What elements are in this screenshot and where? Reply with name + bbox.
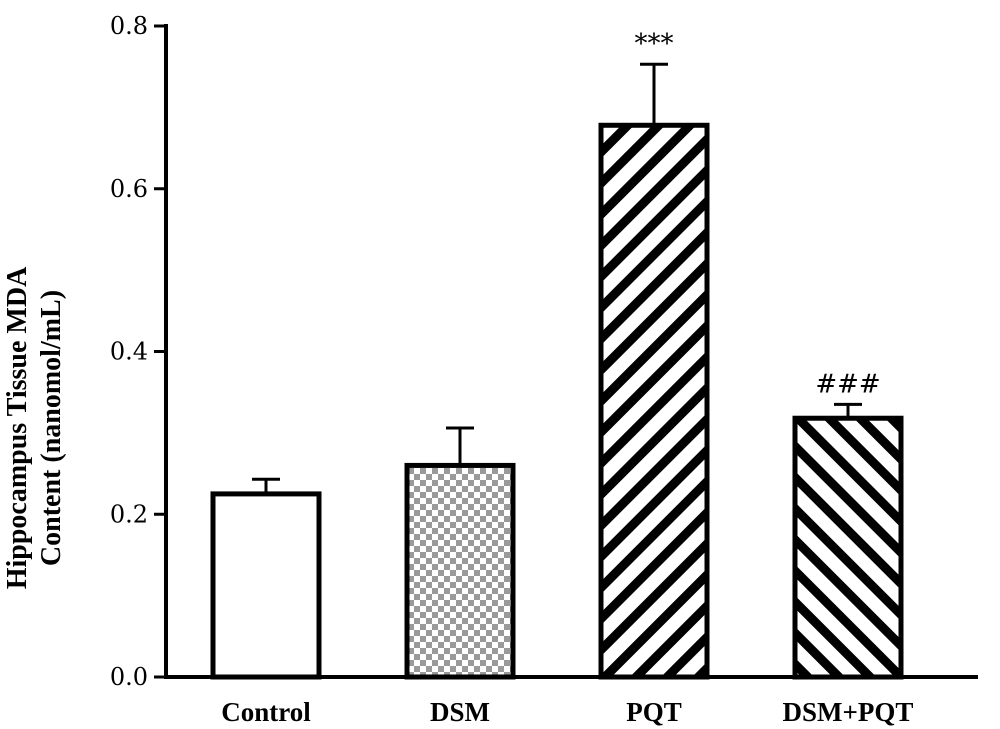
- y-axis-title-line2: Content (nanomol/mL): [36, 290, 67, 566]
- y-tick-label: 0.4: [110, 338, 148, 366]
- y-tick-label: 0.0: [110, 663, 148, 691]
- x-category-label: Control: [221, 697, 311, 727]
- bar-dsm-pqt: [792, 415, 904, 680]
- x-category-label: DSM: [430, 697, 490, 727]
- y-axis-ticks: 0.0 0.2 0.4 0.6 0.8: [110, 12, 166, 691]
- significance-label: ***: [635, 29, 674, 59]
- bar-control: [210, 491, 322, 680]
- y-tick-label: 0.6: [110, 175, 148, 203]
- bar-pqt: [598, 122, 710, 680]
- bar-dsm: [404, 462, 516, 680]
- y-axis-title-line1: Hippocampus Tissue MDA: [2, 266, 33, 589]
- x-category-label: PQT: [626, 697, 682, 727]
- bars: *** ###: [210, 29, 904, 680]
- y-tick-label: 0.2: [110, 500, 148, 528]
- significance-label: ###: [815, 369, 880, 399]
- x-axis-labels: Control DSM PQT DSM+PQT: [221, 697, 913, 727]
- x-category-label: DSM+PQT: [783, 697, 914, 727]
- y-tick-label: 0.8: [110, 12, 148, 40]
- y-axis-title: Hippocampus Tissue MDA Content (nanomol/…: [2, 266, 67, 589]
